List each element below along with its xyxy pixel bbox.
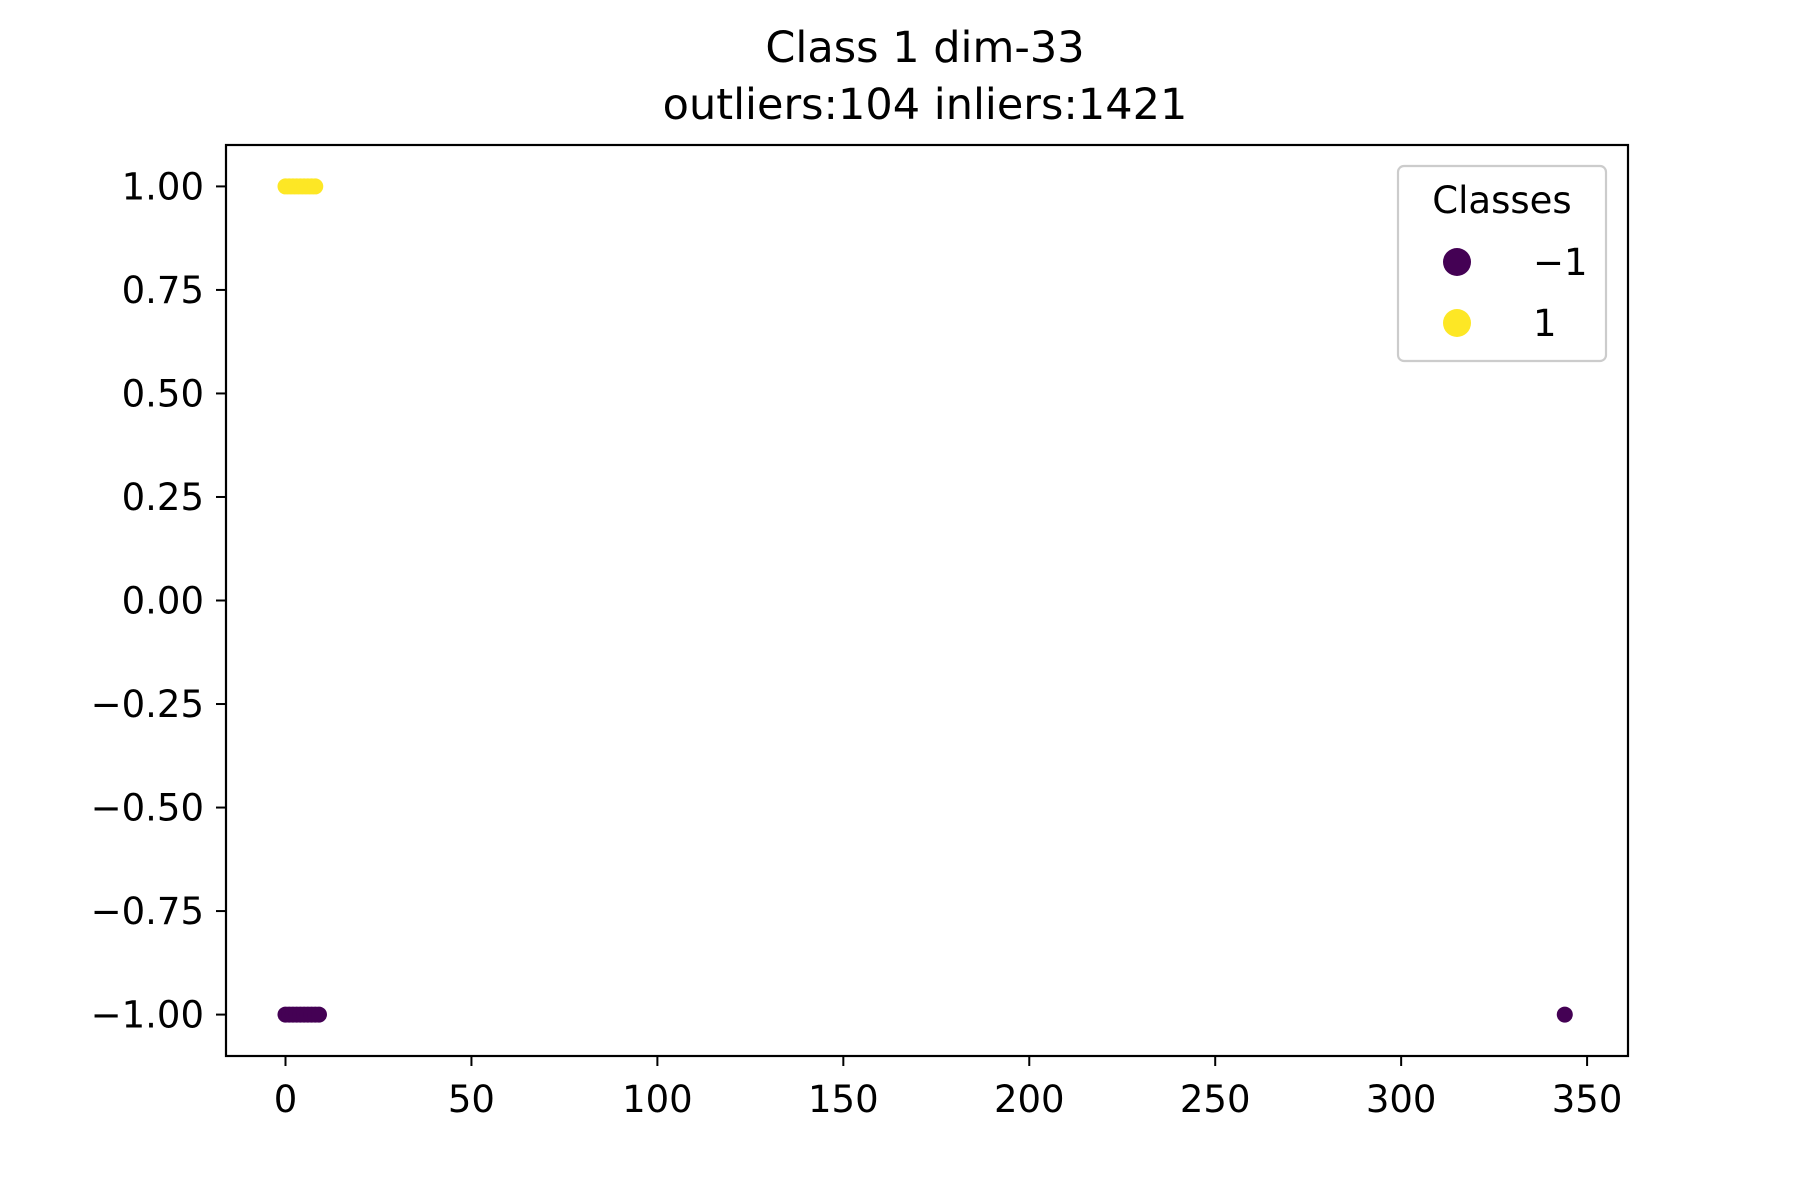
legend-marker-class-1 bbox=[1443, 309, 1471, 337]
x-tick-label: 200 bbox=[994, 1078, 1065, 1121]
y-tick-label: 0.50 bbox=[122, 372, 204, 415]
x-tick-label: 50 bbox=[448, 1078, 495, 1121]
data-point bbox=[1556, 1006, 1573, 1023]
y-tick-label: −1.00 bbox=[91, 994, 204, 1037]
chart-title: Class 1 dim-33 bbox=[765, 23, 1084, 73]
y-tick-label: 0.75 bbox=[122, 269, 204, 312]
legend: Classes −1 1 bbox=[1396, 164, 1608, 363]
legend-title: Classes bbox=[1432, 179, 1571, 222]
y-tick-label: 0.00 bbox=[122, 580, 204, 623]
legend-label-class-neg1: −1 bbox=[1533, 241, 1588, 284]
x-tick-label: 250 bbox=[1180, 1078, 1251, 1121]
legend-label-class-1: 1 bbox=[1533, 302, 1557, 345]
y-axis: 1.00 0.75 0.50 0.25 0.00 −0.25 −0.50 −0.75 −1.00 bbox=[91, 165, 226, 1037]
data-points bbox=[277, 178, 1573, 1023]
x-tick-label: 300 bbox=[1366, 1078, 1437, 1121]
y-tick-label: −0.75 bbox=[91, 890, 204, 933]
x-tick-label: 150 bbox=[808, 1078, 879, 1121]
chart-subtitle: outliers:104 inliers:1421 bbox=[663, 80, 1188, 130]
y-tick-label: −0.50 bbox=[91, 787, 204, 830]
x-tick-label: 0 bbox=[274, 1078, 298, 1121]
data-point bbox=[307, 178, 324, 195]
x-axis: 0 50 100 150 200 250 300 350 bbox=[274, 1056, 1623, 1121]
legend-marker-class-neg1 bbox=[1443, 248, 1471, 276]
y-tick-label: 0.25 bbox=[122, 476, 204, 519]
data-point bbox=[310, 1006, 327, 1023]
y-tick-label: −0.25 bbox=[91, 683, 204, 726]
y-tick-label: 1.00 bbox=[122, 165, 204, 208]
x-tick-label: 100 bbox=[622, 1078, 693, 1121]
x-tick-label: 350 bbox=[1552, 1078, 1623, 1121]
